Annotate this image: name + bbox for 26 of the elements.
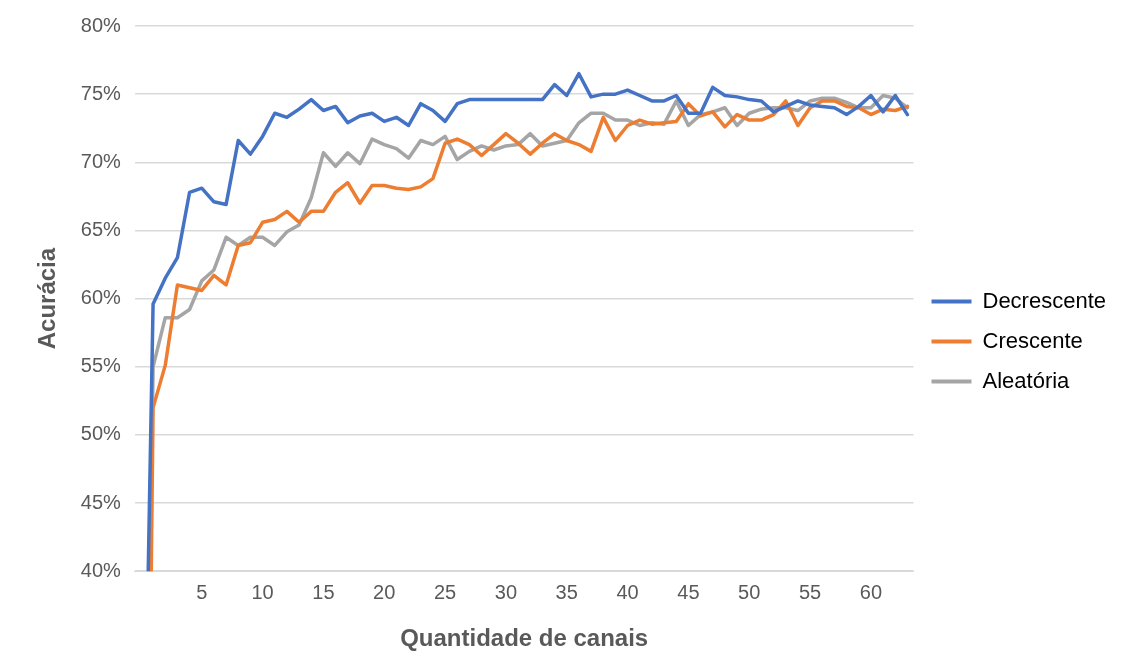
x-tick-label: 30 bbox=[494, 580, 518, 603]
y-tick-label: 70% bbox=[80, 149, 122, 172]
y-tick-label: 55% bbox=[80, 354, 122, 377]
x-tick-label: 55 bbox=[798, 580, 822, 603]
x-tick-label: 35 bbox=[555, 580, 578, 603]
y-tick-label: 40% bbox=[80, 558, 122, 581]
y-tick-label: 65% bbox=[80, 217, 122, 240]
x-axis-title: Quantidade de canais bbox=[400, 624, 649, 652]
x-tick-label: 60 bbox=[859, 580, 883, 603]
y-axis-title: Acurácia bbox=[33, 247, 61, 350]
y-tick-label: 75% bbox=[80, 81, 122, 104]
x-tick-label: 15 bbox=[312, 580, 335, 603]
legend-label: Aleatória bbox=[982, 367, 1071, 393]
x-tick-label: 50 bbox=[738, 580, 761, 603]
x-tick-label: 20 bbox=[373, 580, 396, 603]
y-tick-label: 80% bbox=[80, 13, 122, 36]
x-tick-label: 5 bbox=[196, 580, 208, 603]
x-tick-label: 40 bbox=[616, 580, 639, 603]
x-tick-label: 45 bbox=[677, 580, 700, 603]
y-tick-label: 45% bbox=[80, 490, 122, 513]
y-tick-label: 60% bbox=[80, 286, 122, 309]
y-tick-label: 50% bbox=[80, 422, 122, 445]
legend-label: Crescente bbox=[982, 327, 1083, 353]
legend-label: Decrescente bbox=[982, 287, 1107, 313]
x-tick-label: 10 bbox=[251, 580, 274, 603]
x-tick-label: 25 bbox=[433, 580, 457, 603]
